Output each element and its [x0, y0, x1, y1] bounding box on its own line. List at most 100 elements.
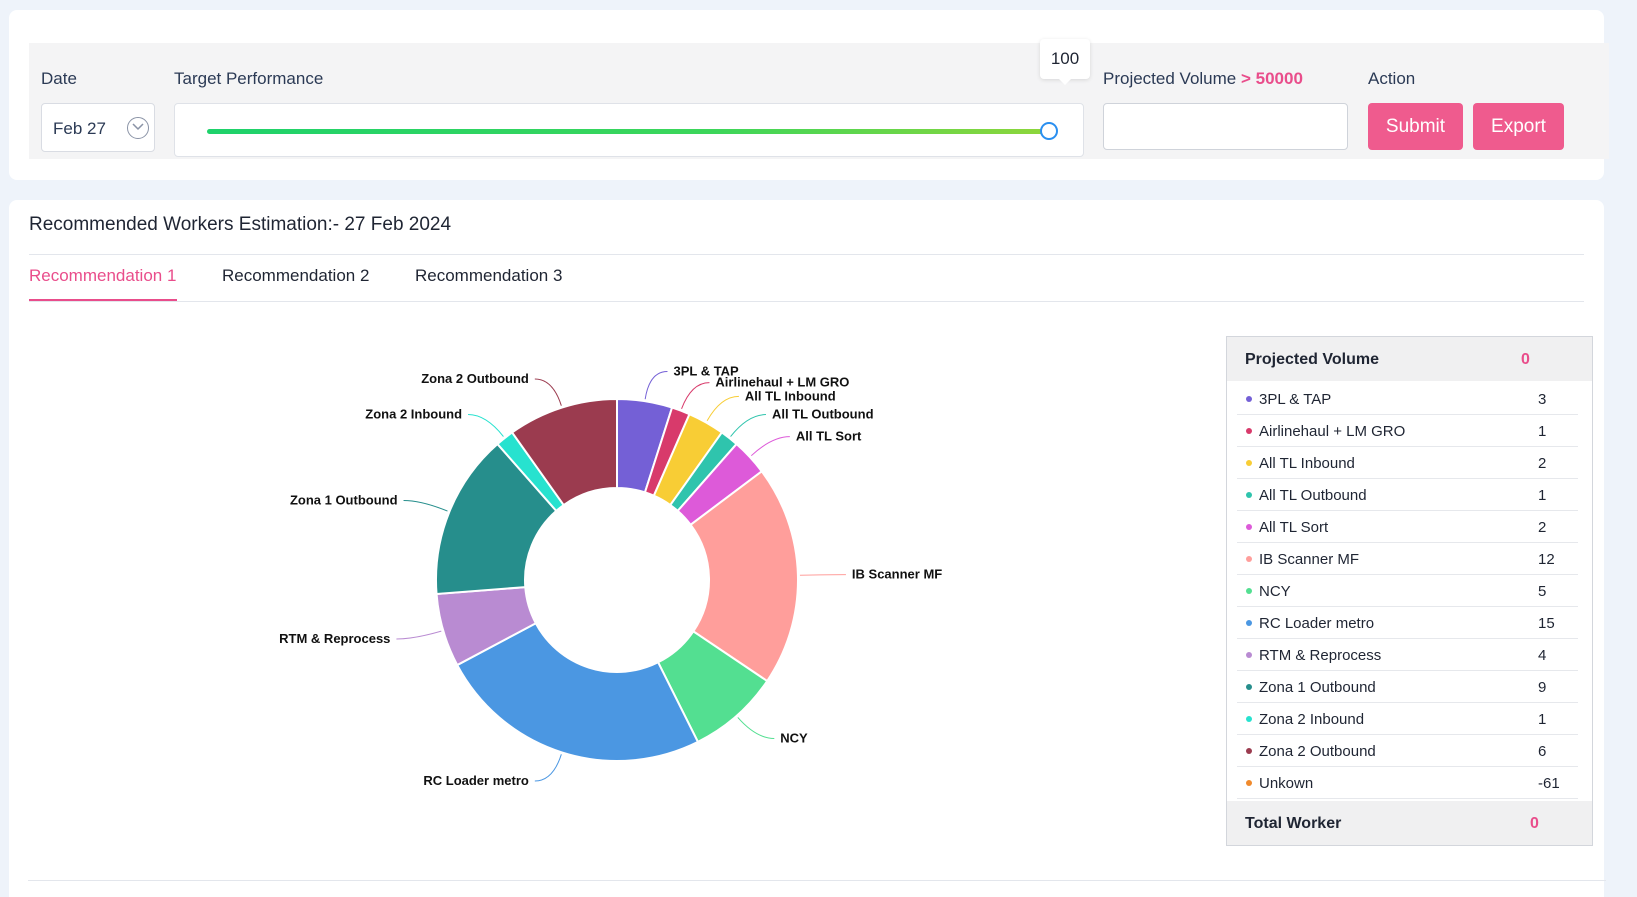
table-row: Zona 2 Inbound 1: [1237, 703, 1578, 735]
leader-line: [396, 630, 442, 640]
legend-dot: [1246, 716, 1252, 722]
volume-hint: > 50000: [1240, 69, 1303, 88]
row-name: Unkown: [1259, 775, 1314, 792]
slice-label: All TL Inbound: [745, 388, 836, 403]
table-row: RC Loader metro 15: [1237, 607, 1578, 639]
row-value: 1: [1538, 711, 1547, 728]
slice-label: NCY: [780, 730, 808, 745]
tab-recommendation-2[interactable]: Recommendation 2: [222, 266, 370, 285]
legend-dot: [1246, 748, 1252, 754]
projected-volume-table: Projected Volume 0 3PL & TAP 3 Airlinehaul…: [1226, 336, 1593, 846]
row-value: 4: [1538, 647, 1547, 664]
donut-slice[interactable]: [455, 621, 700, 762]
date-select[interactable]: Feb 27: [41, 103, 155, 152]
table-row: Zona 2 Outbound 6: [1237, 735, 1578, 767]
table-row: NCY 5: [1237, 575, 1578, 607]
leader-line: [644, 371, 668, 400]
date-value: Feb 27: [53, 119, 106, 138]
total-worker-label: Total Worker: [1245, 815, 1342, 832]
leader-line: [403, 500, 448, 512]
action-label: Action: [1368, 69, 1416, 88]
row-value: 3: [1538, 391, 1547, 408]
legend-dot: [1246, 492, 1252, 498]
legend-dot: [1246, 428, 1252, 434]
donut-slice[interactable]: [689, 469, 799, 683]
chevron-down-icon[interactable]: [127, 117, 149, 139]
row-value: 6: [1538, 743, 1547, 760]
slider-track[interactable]: [207, 129, 1051, 134]
table-header-value: 0: [1521, 351, 1530, 368]
table-footer: Total Worker 0: [1227, 801, 1592, 845]
row-name: Zona 2 Inbound: [1259, 711, 1365, 728]
slice-label: Zona 1 Outbound: [290, 493, 398, 508]
row-value: -61: [1538, 775, 1560, 792]
legend-dot: [1246, 460, 1252, 466]
tab-recommendation-1[interactable]: Recommendation 1: [29, 266, 177, 285]
leader-line: [534, 378, 562, 406]
row-name: Airlinehaul + LM GRO: [1259, 423, 1406, 440]
divider: [29, 254, 1584, 255]
row-name: 3PL & TAP: [1259, 391, 1332, 408]
submit-button[interactable]: Submit: [1368, 103, 1463, 150]
row-name: IB Scanner MF: [1259, 551, 1360, 568]
target-performance-label: Target Performance: [174, 69, 324, 88]
table-row: All TL Sort 2: [1237, 511, 1578, 543]
slice-label: RC Loader metro: [423, 773, 529, 788]
target-performance-slider[interactable]: [174, 103, 1084, 157]
row-value: 1: [1538, 423, 1547, 440]
leader-line: [799, 574, 846, 576]
table-row: Zona 1 Outbound 9: [1237, 671, 1578, 703]
leader-line: [681, 382, 710, 409]
table-row: Unkown -61: [1237, 767, 1578, 799]
row-name: All TL Outbound: [1259, 487, 1367, 504]
section-title: Recommended Workers Estimation:- 27 Feb …: [29, 214, 452, 235]
table-header: Projected Volume 0: [1227, 337, 1592, 381]
row-name: Zona 1 Outbound: [1259, 679, 1376, 696]
slider-value-tooltip: 100: [1040, 39, 1090, 85]
table-row: Airlinehaul + LM GRO 1: [1237, 415, 1578, 447]
table-row: 3PL & TAP 3: [1237, 383, 1578, 415]
filter-card: Date Target Performance Projected Volume…: [9, 10, 1609, 180]
legend-dot: [1246, 652, 1252, 658]
slice-label: RTM & Reprocess: [279, 631, 390, 646]
table-row: All TL Inbound 2: [1237, 447, 1578, 479]
legend-dot: [1246, 588, 1252, 594]
slice-label: 3PL & TAP: [673, 364, 739, 379]
legend-dot: [1246, 556, 1252, 562]
total-worker-value: 0: [1530, 815, 1539, 832]
row-value: 12: [1538, 551, 1555, 568]
row-name: All TL Inbound: [1259, 455, 1355, 472]
slice-label: Zona 2 Inbound: [365, 407, 462, 422]
legend-dot: [1246, 780, 1252, 786]
table-row: IB Scanner MF 12: [1237, 543, 1578, 575]
row-value: 2: [1538, 519, 1547, 536]
leader-line: [706, 395, 739, 421]
slice-label: All TL Outbound: [772, 407, 874, 422]
row-name: RC Loader metro: [1259, 615, 1375, 632]
row-name: NCY: [1259, 583, 1291, 600]
donut-slice[interactable]: [510, 397, 618, 507]
slice-label: All TL Sort: [796, 429, 862, 444]
projected-volume-label: Projected Volume > 50000: [1103, 69, 1303, 88]
filter-bar: Date Target Performance Projected Volume…: [29, 39, 1609, 159]
table-rows: 3PL & TAP 3 Airlinehaul + LM GRO 1 All TL In…: [1227, 381, 1592, 801]
slider-thumb[interactable]: [1040, 122, 1058, 140]
leader-line: [737, 717, 775, 739]
legend-dot: [1246, 524, 1252, 530]
table-row: All TL Outbound 1: [1237, 479, 1578, 511]
tab-recommendation-3[interactable]: Recommendation 3: [415, 266, 563, 285]
slice-label: IB Scanner MF: [852, 567, 942, 582]
row-value: 5: [1538, 583, 1547, 600]
table-header-label: Projected Volume: [1245, 351, 1379, 368]
export-button[interactable]: Export: [1473, 103, 1564, 150]
row-value: 1: [1538, 487, 1547, 504]
leader-line: [750, 436, 790, 457]
row-value: 9: [1538, 679, 1547, 696]
active-tab-indicator: [29, 299, 177, 302]
row-value: 15: [1538, 615, 1555, 632]
projected-volume-input[interactable]: [1103, 103, 1348, 150]
tabs-divider: [29, 301, 1584, 302]
legend-dot: [1246, 620, 1252, 626]
legend-dot: [1246, 684, 1252, 690]
